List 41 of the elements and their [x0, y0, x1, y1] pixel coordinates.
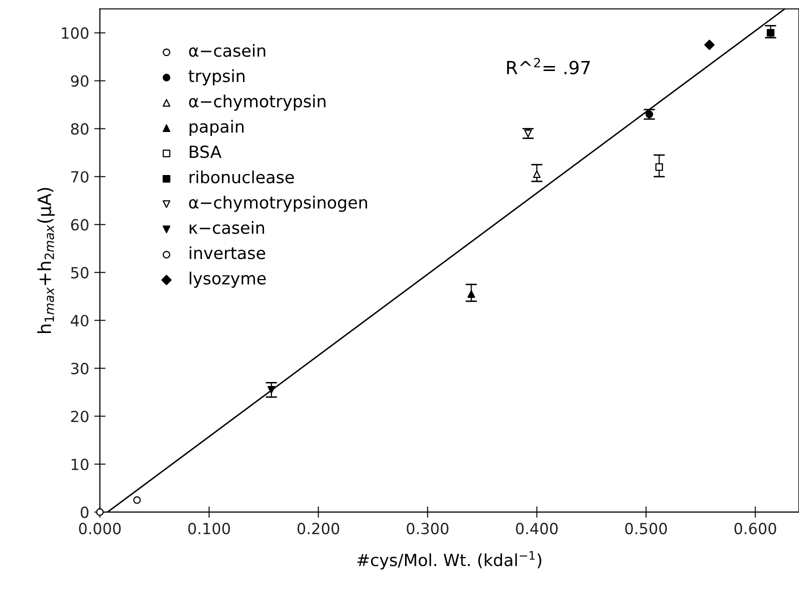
y-axis-title: h$_{1max}$+h$_{2max}$(μA)	[37, 188, 55, 333]
point	[533, 170, 541, 178]
legend-label: papain	[190, 120, 244, 136]
legend-label: trypsin	[188, 69, 244, 86]
y-tick-label: 70	[71, 171, 88, 183]
annotation: R^$^{2}$= .97	[507, 58, 590, 74]
point	[524, 130, 532, 138]
y-tick-label: 10	[72, 458, 88, 470]
x-tick-label: 0.300	[406, 522, 448, 534]
point	[133, 496, 141, 504]
point	[766, 29, 774, 37]
legend-label: lysozyme	[190, 272, 266, 288]
point	[268, 386, 276, 394]
y-tick-label: 0	[80, 506, 88, 518]
point	[467, 290, 476, 298]
x-tick-label: 0.000	[79, 522, 121, 534]
y-tick-label: 90	[70, 75, 88, 87]
x-tick-label: 0.500	[625, 522, 667, 534]
x-tick-label: 0.400	[516, 522, 558, 534]
point	[655, 163, 663, 171]
legend-label: ribonuclease	[190, 170, 294, 184]
point	[96, 508, 104, 516]
legend-label: BSA	[190, 145, 222, 158]
legend-label: α−chymotrypsin	[189, 94, 326, 111]
legend-label: α−casein	[189, 44, 266, 57]
x-axis-title: #cys/Mol. Wt. (kdal$^{−1}$)	[357, 551, 542, 570]
point	[646, 110, 654, 118]
legend-label: κ−casein	[190, 221, 264, 234]
y-tick-label: 30	[71, 362, 88, 374]
x-tick-label: 0.100	[188, 522, 230, 534]
legend-label: invertase	[190, 246, 266, 260]
y-tick-label: 50	[71, 266, 88, 278]
x-tick-label: 0.200	[297, 522, 340, 534]
y-tick-label: 40	[70, 314, 88, 326]
y-tick-label: 60	[71, 219, 88, 231]
x-tick-label: 0.600	[734, 522, 776, 534]
y-tick-label: 100	[62, 27, 88, 39]
y-tick-label: 20	[71, 410, 88, 422]
y-tick-label: 80	[71, 123, 88, 135]
point	[704, 40, 715, 50]
legend-label: α−chymotrypsinogen	[189, 196, 368, 212]
